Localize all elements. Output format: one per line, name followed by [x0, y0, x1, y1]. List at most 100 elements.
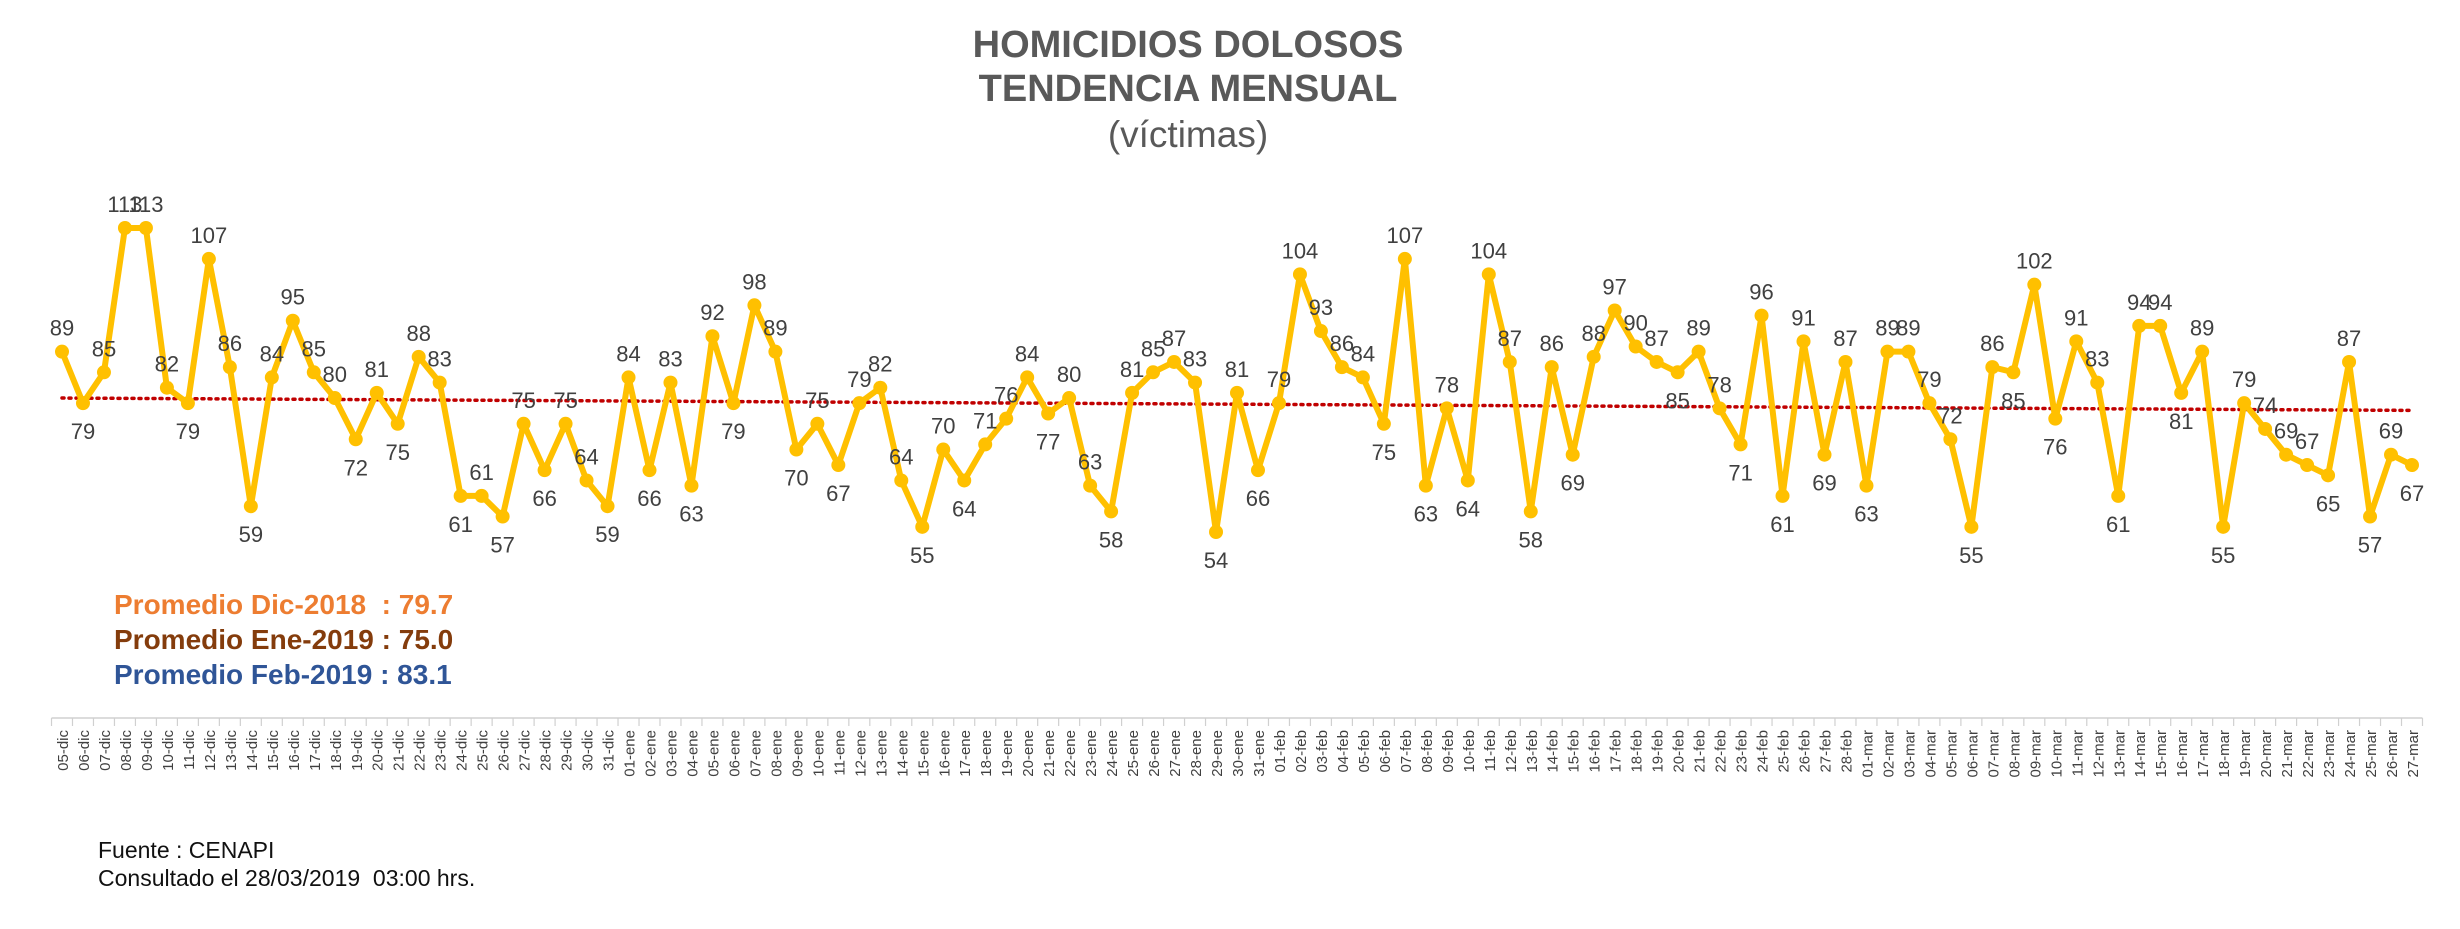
data-label: 84 — [1015, 341, 1039, 366]
data-point — [2237, 396, 2252, 411]
data-label: 85 — [92, 336, 116, 361]
data-point — [1754, 308, 1769, 323]
x-tick-label: 01-feb — [1272, 730, 1289, 773]
data-label: 72 — [344, 455, 368, 480]
data-point — [873, 380, 888, 395]
data-point — [558, 416, 573, 431]
x-tick-label: 14-mar — [2132, 730, 2149, 778]
data-label: 83 — [658, 347, 682, 372]
data-label: 89 — [50, 316, 74, 341]
data-label: 107 — [1386, 223, 1423, 248]
x-tick-label: 21-mar — [2279, 730, 2296, 778]
data-point — [1062, 391, 1077, 406]
data-point — [1418, 478, 1433, 493]
x-tick-label: 15-dic — [265, 730, 282, 771]
data-point — [747, 298, 762, 313]
data-label: 83 — [2085, 347, 2109, 372]
data-point — [1817, 447, 1832, 462]
x-tick-label: 08-feb — [1419, 730, 1436, 773]
data-label: 88 — [406, 321, 430, 346]
x-tick-label: 10-dic — [160, 730, 177, 771]
x-tick-label: 20-feb — [1671, 730, 1688, 773]
data-label: 63 — [1078, 450, 1102, 475]
data-point — [1230, 385, 1244, 400]
x-tick-label: 15-mar — [2153, 730, 2170, 778]
data-point — [1607, 303, 1622, 318]
data-point — [852, 396, 867, 411]
data-label: 107 — [191, 223, 228, 248]
x-tick-label: 05-feb — [1356, 730, 1373, 773]
data-point — [936, 442, 951, 457]
data-label: 98 — [742, 269, 766, 294]
data-point — [55, 344, 69, 359]
unit-label: (víctimas) — [1107, 114, 1269, 155]
data-point — [348, 432, 363, 447]
data-point — [222, 360, 237, 375]
data-label: 96 — [1749, 280, 1773, 305]
data-label: 81 — [2169, 409, 2193, 434]
x-tick-label: 04-feb — [1335, 730, 1352, 773]
data-label: 88 — [1581, 321, 1605, 346]
x-tick-label: 11-ene — [831, 730, 848, 776]
data-label: 61 — [1770, 512, 1794, 537]
data-label: 81 — [1120, 357, 1144, 382]
data-point — [1104, 504, 1119, 519]
x-tick-label: 13-dic — [223, 730, 240, 771]
data-label: 69 — [1560, 471, 1584, 496]
data-label: 94 — [2127, 290, 2151, 315]
data-label: 55 — [1959, 543, 1983, 568]
data-point — [1271, 396, 1286, 411]
data-point — [2258, 421, 2273, 436]
average-january: Promedio Ene-2019 : 75.0 — [114, 624, 454, 655]
data-label: 70 — [784, 466, 808, 491]
data-point — [159, 380, 174, 395]
data-point — [390, 416, 405, 431]
data-point — [117, 221, 132, 235]
x-tick-label: 19-ene — [999, 730, 1016, 777]
data-point — [600, 499, 615, 514]
data-point — [1397, 251, 1412, 266]
data-point — [2132, 318, 2147, 333]
data-point — [2111, 488, 2126, 503]
data-label: 64 — [574, 444, 598, 469]
x-tick-label: 17-dic — [307, 730, 324, 771]
data-point — [642, 463, 657, 478]
x-tick-label: 24-ene — [1104, 730, 1121, 777]
x-tick-label: 19-feb — [1650, 730, 1667, 773]
x-tick-label: 18-mar — [2216, 730, 2233, 778]
x-tick-label: 16-dic — [286, 730, 303, 771]
x-tick-label: 26-dic — [496, 730, 513, 771]
x-tick-label: 27-feb — [1818, 730, 1835, 773]
data-label: 63 — [679, 502, 703, 527]
x-tick-label: 14-ene — [894, 730, 911, 777]
data-point — [2006, 365, 2021, 380]
data-label: 75 — [1372, 440, 1396, 465]
x-tick-label: 23-ene — [1083, 730, 1100, 777]
x-tick-label: 17-feb — [1608, 730, 1625, 773]
average-december: Promedio Dic-2018 : 79.7 — [114, 589, 454, 620]
x-tick-label: 07-mar — [1985, 730, 2002, 778]
data-point — [789, 442, 804, 457]
data-label: 64 — [1456, 496, 1480, 521]
data-point — [1628, 339, 1643, 354]
x-tick-label: 27-dic — [517, 730, 534, 771]
x-tick-label: 07-feb — [1398, 730, 1415, 773]
data-point — [1481, 267, 1496, 282]
data-label: 104 — [1470, 238, 1507, 263]
chart-title: HOMICIDIOS DOLOSOS — [972, 24, 1404, 66]
data-point — [684, 478, 699, 493]
data-point — [1670, 365, 1685, 380]
x-tick-label: 05-mar — [1943, 730, 1960, 778]
data-point — [2090, 375, 2105, 390]
data-label: 75 — [805, 388, 829, 413]
x-tick-label: 26-feb — [1797, 730, 1814, 773]
data-label: 59 — [595, 522, 619, 547]
x-tick-label: 20-ene — [1020, 730, 1037, 777]
data-point — [1985, 360, 2000, 375]
x-tick-label: 25-feb — [1776, 730, 1793, 773]
data-point — [1020, 370, 1035, 385]
data-label: 89 — [1875, 316, 1899, 341]
x-tick-label: 08-ene — [768, 730, 785, 777]
data-label: 87 — [1833, 326, 1857, 351]
